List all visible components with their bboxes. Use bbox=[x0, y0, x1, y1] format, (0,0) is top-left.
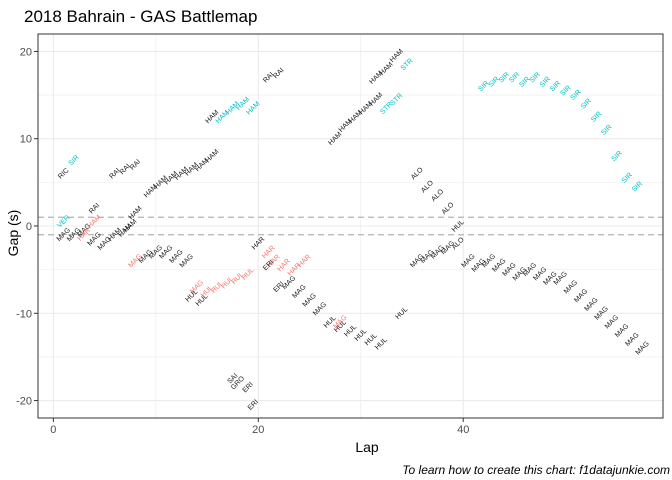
x-tick-label: 0 bbox=[50, 424, 56, 436]
y-axis-label: Gap (s) bbox=[5, 210, 21, 257]
y-tick-label: -20 bbox=[16, 396, 32, 408]
chart-caption: To learn how to create this chart: f1dat… bbox=[402, 463, 670, 477]
x-tick-label: 40 bbox=[457, 424, 469, 436]
x-axis-label: Lap bbox=[355, 439, 379, 455]
y-tick-label: 20 bbox=[20, 46, 32, 58]
y-tick-label: 0 bbox=[26, 221, 32, 233]
y-tick-label: -10 bbox=[16, 308, 32, 320]
chart-title: 2018 Bahrain - GAS Battlemap bbox=[24, 7, 257, 26]
x-tick-label: 20 bbox=[252, 424, 264, 436]
y-tick-label: 10 bbox=[20, 134, 32, 146]
